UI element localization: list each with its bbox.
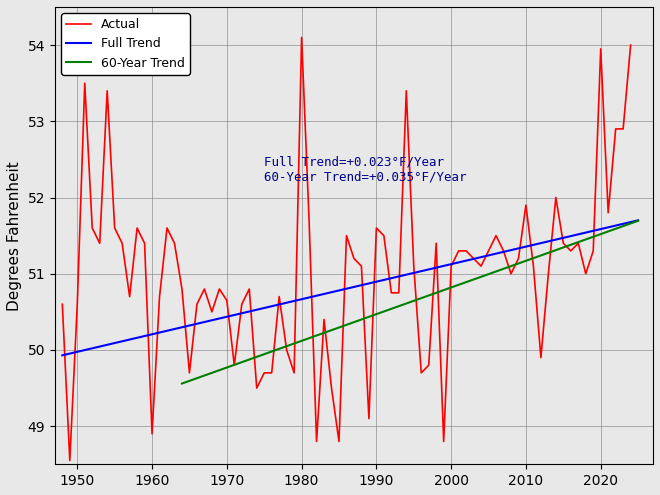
- Y-axis label: Degrees Fahrenheit: Degrees Fahrenheit: [7, 161, 22, 310]
- Line: 60-Year Trend: 60-Year Trend: [182, 221, 638, 384]
- Actual: [626, 42, 634, 48]
- Actual: [260, 370, 268, 376]
- Text: Full Trend=+0.023°F/Year
60-Year Trend=+0.035°F/Year: Full Trend=+0.023°F/Year 60-Year Trend=+…: [264, 155, 467, 184]
- Actual: [58, 301, 66, 307]
- Line: Actual: Actual: [62, 38, 630, 460]
- 60-Year Trend: [178, 381, 186, 387]
- Actual: [178, 286, 186, 292]
- Actual: [253, 385, 261, 391]
- Actual: [66, 457, 74, 463]
- Legend: Actual, Full Trend, 60-Year Trend: Actual, Full Trend, 60-Year Trend: [61, 13, 190, 75]
- Actual: [387, 290, 395, 296]
- 60-Year Trend: [634, 218, 642, 224]
- Actual: [298, 35, 306, 41]
- Actual: [320, 316, 328, 322]
- Actual: [305, 217, 313, 223]
